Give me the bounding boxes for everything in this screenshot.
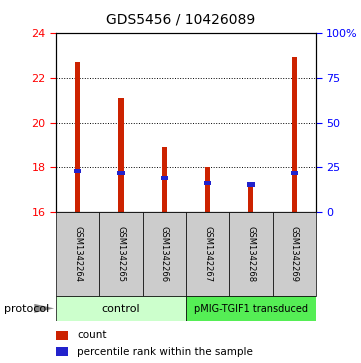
Bar: [291, 171, 298, 175]
Bar: [273, 212, 316, 296]
Bar: [118, 98, 123, 212]
Bar: [247, 183, 255, 187]
Text: control: control: [102, 303, 140, 314]
Bar: [186, 296, 316, 321]
Bar: [75, 62, 80, 212]
Bar: [143, 212, 186, 296]
Text: GSM1342267: GSM1342267: [203, 226, 212, 282]
Text: GSM1342265: GSM1342265: [117, 226, 125, 282]
Bar: [162, 147, 167, 212]
Bar: [56, 296, 186, 321]
Bar: [204, 182, 211, 185]
Bar: [56, 347, 68, 356]
Text: GSM1342268: GSM1342268: [247, 226, 255, 282]
Bar: [117, 171, 125, 175]
Bar: [186, 212, 229, 296]
Text: GSM1342264: GSM1342264: [73, 226, 82, 282]
Text: percentile rank within the sample: percentile rank within the sample: [77, 347, 253, 356]
Text: pMIG-TGIF1 transduced: pMIG-TGIF1 transduced: [194, 303, 308, 314]
Text: protocol: protocol: [4, 303, 49, 314]
Bar: [205, 167, 210, 212]
Text: GSM1342266: GSM1342266: [160, 226, 169, 282]
Bar: [161, 176, 168, 180]
Bar: [74, 169, 81, 173]
Bar: [99, 212, 143, 296]
Bar: [56, 331, 68, 340]
Bar: [292, 57, 297, 212]
Bar: [229, 212, 273, 296]
Text: GSM1342269: GSM1342269: [290, 226, 299, 282]
Bar: [248, 185, 253, 212]
Text: GDS5456 / 10426089: GDS5456 / 10426089: [106, 13, 255, 27]
Polygon shape: [34, 304, 54, 313]
Bar: [56, 212, 99, 296]
Text: count: count: [77, 330, 106, 340]
